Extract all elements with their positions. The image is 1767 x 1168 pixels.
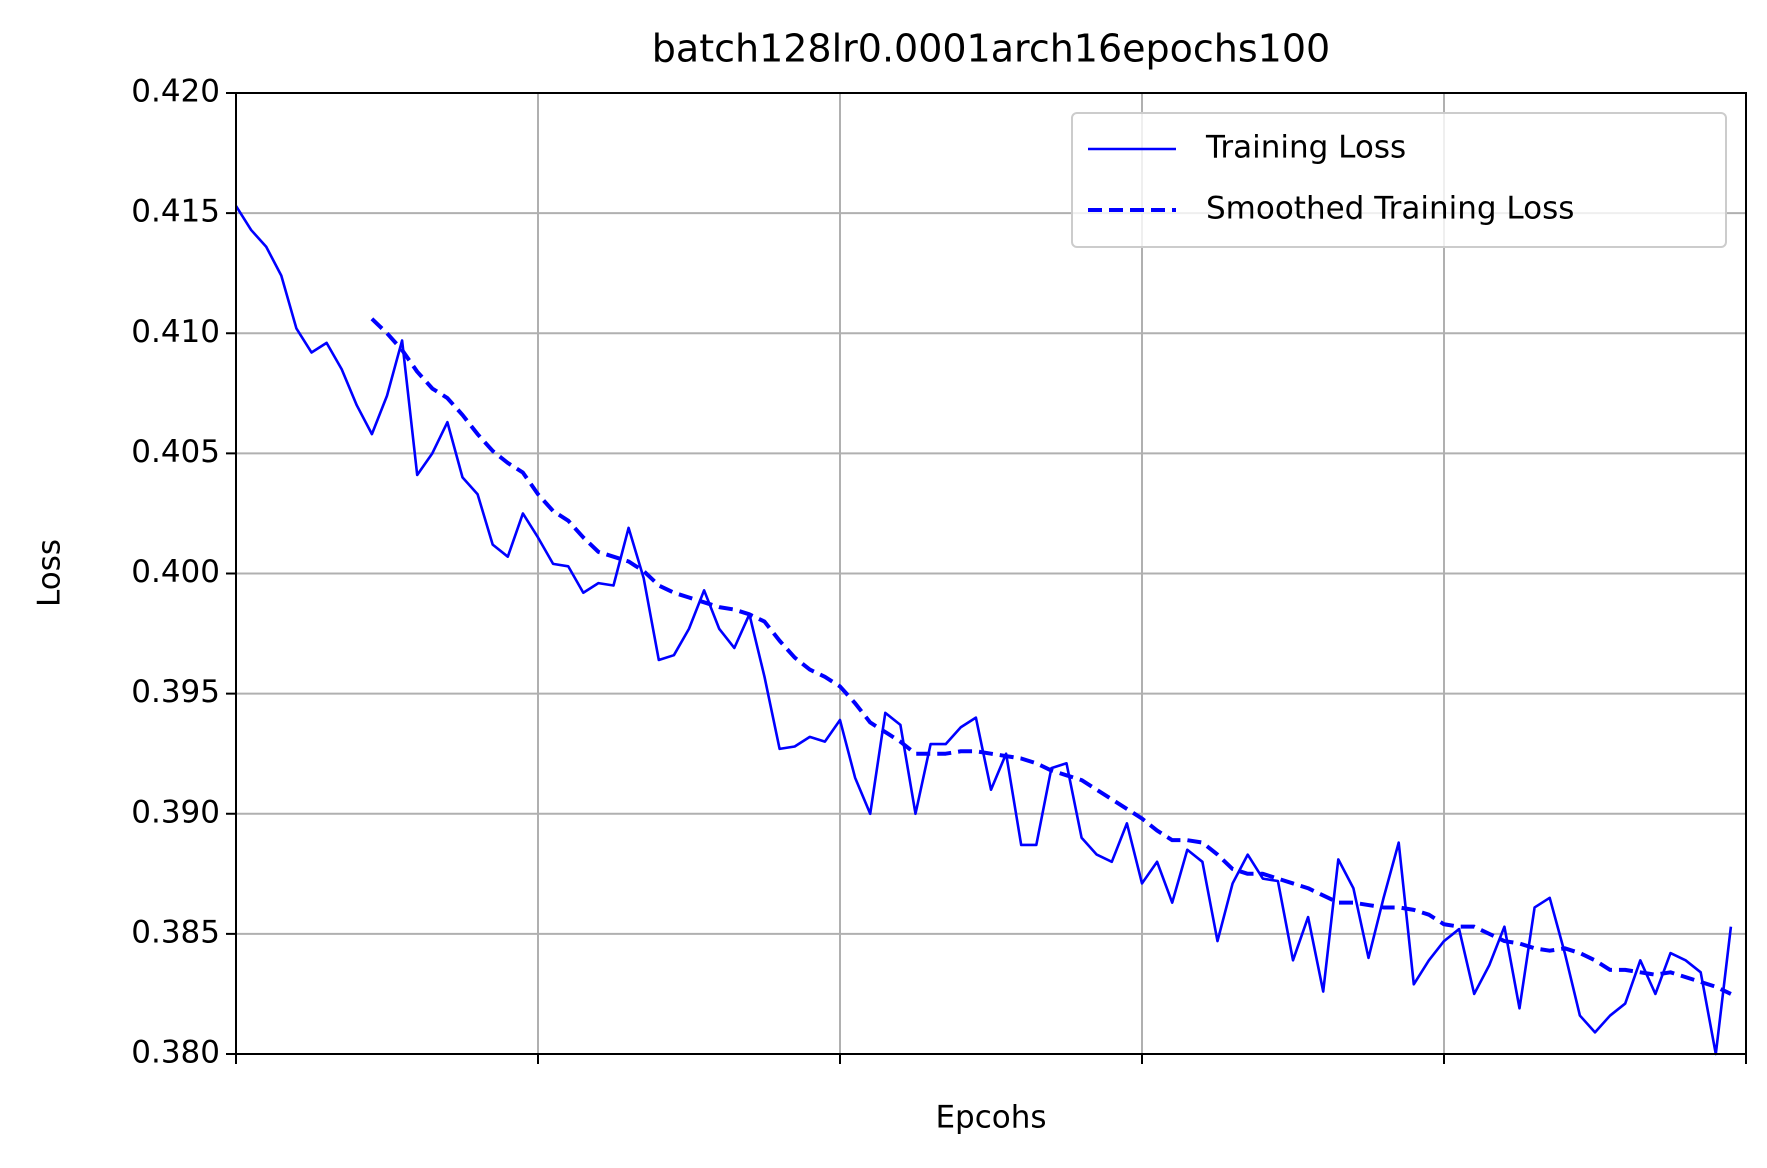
legend-box xyxy=(1071,112,1727,248)
legend: Training Loss Smoothed Training Loss xyxy=(1071,112,1727,248)
y-tick-label: 0.385 xyxy=(131,914,220,950)
y-tick-label: 0.410 xyxy=(131,314,220,350)
y-tick-label: 0.390 xyxy=(131,794,220,830)
legend-label: Smoothed Training Loss xyxy=(1206,191,1574,227)
y-tick-label: 0.415 xyxy=(131,194,220,230)
y-tick-label: 0.400 xyxy=(131,554,220,590)
line-series xyxy=(370,317,1732,996)
y-axis-label: Loss xyxy=(32,539,68,607)
y-tick-label: 0.395 xyxy=(131,674,220,710)
y-tick-label: 0.420 xyxy=(131,74,220,110)
y-tick-label: 0.405 xyxy=(131,434,220,470)
chart-title: batch128lr0.0001arch16epochs100 xyxy=(652,27,1330,71)
legend-label: Training Loss xyxy=(1205,130,1406,166)
x-axis-label: Epcohs xyxy=(935,1100,1046,1136)
plot-frame xyxy=(235,92,1747,1055)
y-tick-label: 0.380 xyxy=(131,1035,220,1071)
